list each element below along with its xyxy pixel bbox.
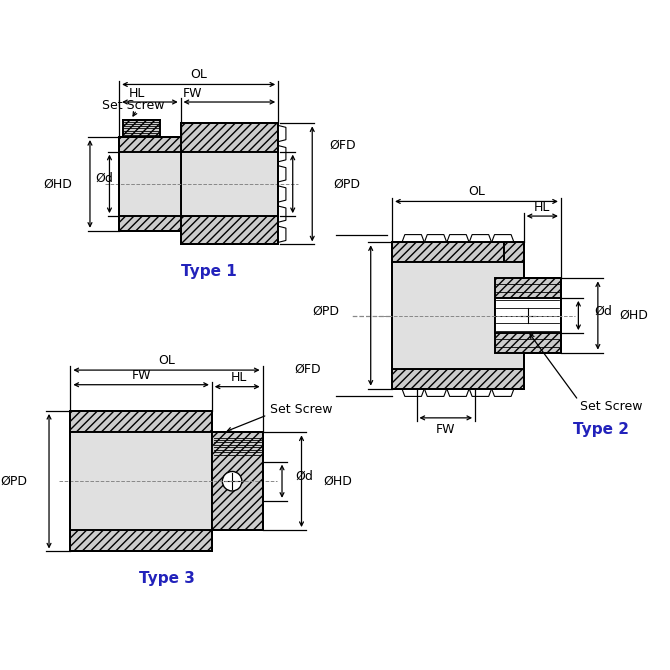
Bar xyxy=(505,243,524,262)
Text: ØPD: ØPD xyxy=(312,305,340,318)
Bar xyxy=(123,119,160,137)
Polygon shape xyxy=(402,389,424,397)
Polygon shape xyxy=(278,125,286,141)
Text: Ød: Ød xyxy=(295,470,314,483)
Polygon shape xyxy=(447,234,469,243)
Polygon shape xyxy=(278,206,286,222)
Polygon shape xyxy=(278,145,286,161)
Text: Set Screw: Set Screw xyxy=(580,400,643,413)
Text: ØPD: ØPD xyxy=(1,475,27,488)
Bar xyxy=(70,411,212,432)
Text: Ød: Ød xyxy=(96,172,113,184)
Bar xyxy=(212,432,263,530)
Text: ØFD: ØFD xyxy=(330,139,356,151)
Polygon shape xyxy=(492,389,514,397)
Polygon shape xyxy=(278,226,286,243)
Text: OL: OL xyxy=(158,354,175,367)
Bar xyxy=(70,432,212,530)
Text: OL: OL xyxy=(468,185,485,198)
Bar xyxy=(392,369,524,389)
Polygon shape xyxy=(492,234,514,243)
Bar xyxy=(494,279,561,352)
Bar xyxy=(119,137,181,230)
Text: ØPD: ØPD xyxy=(334,178,360,190)
Text: HL: HL xyxy=(534,201,551,214)
Text: HL: HL xyxy=(231,371,247,385)
Text: Set Screw: Set Screw xyxy=(102,99,164,113)
Text: FW: FW xyxy=(436,423,456,436)
Polygon shape xyxy=(469,389,492,397)
Bar xyxy=(70,530,212,551)
Text: Type 2: Type 2 xyxy=(573,422,628,437)
Polygon shape xyxy=(469,234,492,243)
Polygon shape xyxy=(447,389,469,397)
Text: Ød: Ød xyxy=(594,305,612,318)
Polygon shape xyxy=(278,186,286,202)
Bar xyxy=(392,243,505,262)
Text: HL: HL xyxy=(129,86,145,100)
Text: ØFD: ØFD xyxy=(294,362,321,376)
Bar xyxy=(181,151,278,216)
Polygon shape xyxy=(278,165,286,182)
Bar xyxy=(119,151,181,216)
Bar xyxy=(181,216,278,245)
Text: ØHD: ØHD xyxy=(323,475,352,488)
Bar xyxy=(494,298,561,333)
Text: ØHD: ØHD xyxy=(619,309,648,322)
Text: Type 3: Type 3 xyxy=(139,572,194,586)
Polygon shape xyxy=(424,389,447,397)
Text: OL: OL xyxy=(190,68,207,81)
Bar xyxy=(181,123,278,151)
Bar xyxy=(392,262,524,369)
Text: FW: FW xyxy=(131,369,151,383)
Text: ØHD: ØHD xyxy=(44,178,72,190)
Text: FW: FW xyxy=(183,86,202,100)
Text: Type 1: Type 1 xyxy=(180,264,237,279)
Polygon shape xyxy=(424,234,447,243)
Circle shape xyxy=(222,472,242,491)
Text: Set Screw: Set Screw xyxy=(270,403,333,415)
Polygon shape xyxy=(402,234,424,243)
